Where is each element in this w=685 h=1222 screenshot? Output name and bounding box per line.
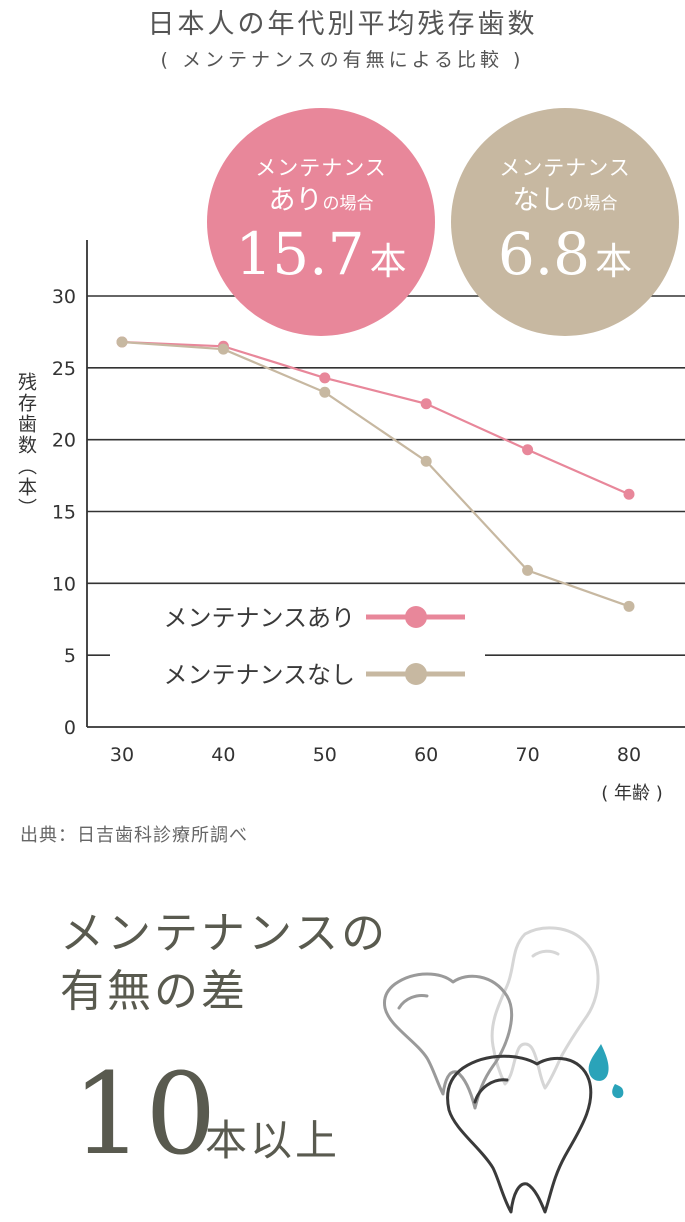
x-tick-label-50: 50 <box>313 744 337 766</box>
badge-ari-line1: メンテナンス <box>255 156 387 180</box>
x-tick-label-70: 70 <box>516 744 540 766</box>
data-point-1-3 <box>420 455 432 467</box>
data-point-1-4 <box>522 564 534 576</box>
teeth-illustration <box>383 926 624 1214</box>
difference-unit: 本以上 <box>205 1116 341 1165</box>
legend-background <box>110 585 485 705</box>
badge-nashi-value: 6.8 本 <box>451 220 679 288</box>
series-line-0 <box>121 340 630 496</box>
with-maintenance-badge: メンテナンス ありの場合 15.7 本 <box>207 108 435 336</box>
data-point-0-5 <box>623 488 635 500</box>
y-tick-label-15: 15 <box>52 502 76 524</box>
data-point-0-2 <box>319 372 331 384</box>
badge-ari-line2: ありの場合 <box>207 178 435 217</box>
data-point-0-3 <box>420 398 432 410</box>
difference-heading-line1: メンテナンスの <box>60 908 389 959</box>
y-tick-label-20: 20 <box>52 430 76 452</box>
source-note: 出典：日吉歯科診療所調べ <box>20 825 248 846</box>
chart-title: 日本人の年代別平均残存歯数 <box>147 9 538 40</box>
main-tooth-icon <box>446 1054 593 1214</box>
line-chart: 0 5 10 15 20 25 30 30 40 50 60 70 80 メンテナンスありメンテナンスな… <box>15 240 685 804</box>
badge-nashi-unit: 本 <box>595 240 633 283</box>
badge-ari-unit: 本 <box>369 240 407 283</box>
data-point-1-5 <box>623 600 635 612</box>
data-point-1-1 <box>217 343 229 355</box>
axes <box>86 240 685 728</box>
without-maintenance-badge: メンテナンス なしの場合 6.8 本 <box>451 108 679 336</box>
badge-ari-main: あり <box>268 185 323 216</box>
y-axis-label: 残存歯数（本） <box>15 372 37 519</box>
chart-subtitle: ( メンテナンスの有無による比較 ) <box>160 49 525 71</box>
faded-tooth-icon <box>490 926 600 1090</box>
legend-label-0: メンテナンスあり <box>163 604 355 632</box>
data-point-0-4 <box>522 444 534 456</box>
badge-nashi-main: なし <box>512 185 567 216</box>
x-tick-label-80: 80 <box>617 744 641 766</box>
x-tick-label-30: 30 <box>110 744 134 766</box>
badge-nashi-line1: メンテナンス <box>499 156 631 180</box>
y-tick-label-30: 30 <box>52 286 76 308</box>
y-tick-label-5: 5 <box>64 645 76 667</box>
difference-number: 10 <box>72 1050 219 1180</box>
difference-heading: メンテナンスの 有無の差 <box>60 905 388 1021</box>
legend-label-1: メンテナンスなし <box>163 661 355 689</box>
data-point-1-0 <box>116 336 128 348</box>
legend-marker-1 <box>405 663 427 685</box>
y-tick-label-10: 10 <box>52 573 76 595</box>
medium-tooth-icon <box>383 972 513 1110</box>
x-tick-label-40: 40 <box>211 744 235 766</box>
x-axis-label: ( 年齢 ) <box>601 783 663 804</box>
difference-heading-line2: 有無の差 <box>60 966 248 1017</box>
badge-nashi-number: 6.8 <box>497 220 591 288</box>
x-tick-label-60: 60 <box>414 744 438 766</box>
series-line-1 <box>121 340 630 608</box>
water-drop-icon <box>588 1044 609 1081</box>
badge-ari-value: 15.7 本 <box>207 220 435 288</box>
badge-ari-small: の場合 <box>322 194 374 214</box>
badge-ari-number: 15.7 <box>235 220 365 288</box>
legend-marker-0 <box>405 606 427 628</box>
badge-nashi-small: の場合 <box>566 194 618 214</box>
y-tick-label-25: 25 <box>52 358 76 380</box>
y-tick-label-0: 0 <box>64 717 76 739</box>
small-drop-icon <box>612 1084 624 1099</box>
badge-nashi-line2: なしの場合 <box>451 178 679 217</box>
tick-labels: 0 5 10 15 20 25 30 30 40 50 60 70 80 <box>52 286 641 766</box>
series <box>116 336 635 612</box>
data-point-1-2 <box>319 386 331 398</box>
